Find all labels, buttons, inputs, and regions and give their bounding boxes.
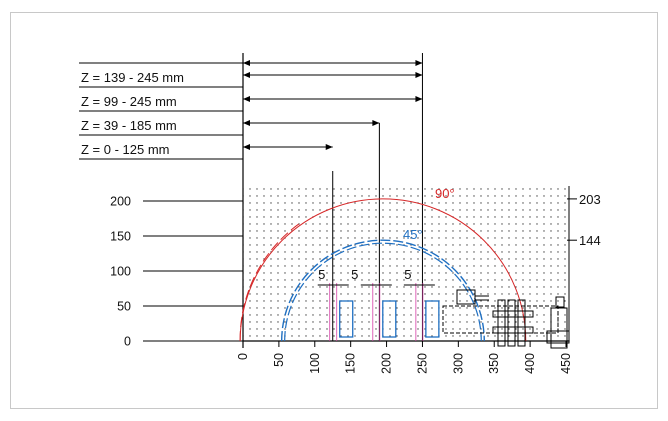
y-tick-label: 150 xyxy=(110,230,131,244)
reach-arcs: 90° 45° xyxy=(239,186,527,342)
x-tick-label: 150 xyxy=(344,353,358,374)
arrowhead-left xyxy=(243,144,250,150)
z-range-label: Z = 39 - 185 mm xyxy=(81,118,177,133)
arrowhead-left xyxy=(243,72,250,78)
arrowhead-right xyxy=(372,120,380,126)
x-tick-label: 100 xyxy=(308,353,322,374)
arrowhead-right xyxy=(415,96,423,102)
x-tick-label: 300 xyxy=(451,353,465,374)
arrowhead-left xyxy=(243,96,250,102)
arc-90-label: 90° xyxy=(435,186,455,201)
gripper-box xyxy=(425,300,440,338)
x-tick-label: 200 xyxy=(380,353,394,374)
gap-markers: 5 5 5 xyxy=(317,267,440,341)
z-range-label: Z = 99 - 245 mm xyxy=(81,94,177,109)
arrowhead-right xyxy=(325,144,333,150)
x-tick-label: 250 xyxy=(415,353,429,374)
dotted-workspace xyxy=(243,186,569,341)
z-range-dimensions: Z = 139 - 245 mm Z = 99 - 245 mm Z = 39 - … xyxy=(79,53,423,341)
gap-label: 5 xyxy=(351,267,358,282)
x-tick-label: 450 xyxy=(559,353,573,374)
z-range-label: Z = 139 - 245 mm xyxy=(81,70,184,85)
y-tick-label: 0 xyxy=(124,335,131,349)
arc-45-deg-inner xyxy=(284,242,482,342)
gripper-box xyxy=(339,300,354,338)
height-label: 203 xyxy=(579,192,601,207)
height-label: 144 xyxy=(579,233,601,248)
workspace-diagram: 200 150 100 50 0 0 50 100 150 200 250 300 350 400 450… xyxy=(79,53,601,374)
x-tick-label: 400 xyxy=(523,353,537,374)
x-tick-label: 0 xyxy=(236,353,250,360)
arc-90-deg xyxy=(239,198,527,342)
arrowhead-left xyxy=(243,60,250,66)
y-tick-label: 100 xyxy=(110,265,131,279)
arc-90-deg-dashed xyxy=(239,222,301,342)
gap-label: 5 xyxy=(404,267,411,282)
gap-label: 5 xyxy=(318,267,325,282)
arc-45-label: 45° xyxy=(403,227,423,242)
z-range-label: Z = 0 - 125 mm xyxy=(81,142,170,157)
figure-frame: 200 150 100 50 0 0 50 100 150 200 250 300 350 400 450… xyxy=(10,12,658,409)
robot-base-drawing xyxy=(442,289,570,349)
right-height-labels: 203 144 xyxy=(567,192,601,248)
arrowhead-right xyxy=(415,72,423,78)
y-axis: 200 150 100 50 0 xyxy=(110,53,244,349)
arrowhead-left xyxy=(243,120,250,126)
y-tick-label: 50 xyxy=(117,300,131,314)
gripper-box xyxy=(382,300,397,338)
x-tick-label: 350 xyxy=(487,353,501,374)
arc-45-deg xyxy=(280,239,485,342)
y-tick-label: 200 xyxy=(110,195,131,209)
arrowhead-right xyxy=(415,60,423,66)
x-tick-label: 50 xyxy=(272,353,286,367)
